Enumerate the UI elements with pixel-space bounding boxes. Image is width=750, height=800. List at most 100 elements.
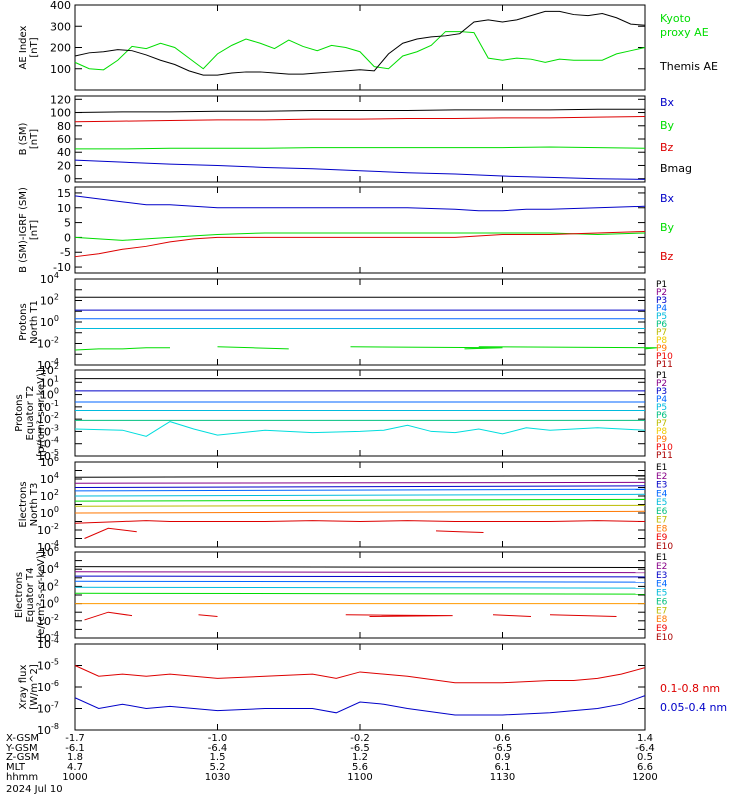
- legend-entry-P2: P2: [656, 288, 667, 298]
- series-segment-P6: [217, 346, 289, 350]
- x-row-value: 1030: [205, 772, 230, 783]
- x-row-value: 6.6: [637, 762, 653, 773]
- legend-entry-P4: P4: [656, 395, 667, 405]
- x-row-value: 4.7: [67, 762, 83, 773]
- y-axis-label-bsm: B (SM)[nT]: [18, 122, 40, 155]
- legend-entry-By: By: [660, 221, 675, 234]
- panel-frame-ee: [74, 551, 646, 639]
- y-tick-label: 10-2: [37, 522, 59, 537]
- y-tick-label: 0: [64, 173, 71, 186]
- y-tick-label: 0: [64, 231, 71, 244]
- legend-entry-E5: E5: [656, 589, 667, 599]
- series-line-E4: [74, 488, 646, 492]
- series-line-0.05-0.4 nm: [74, 695, 646, 716]
- legend-entry-E4: E4: [656, 580, 668, 590]
- x-row-label-X-GSM: X-GSM: [6, 733, 39, 744]
- panel-frame-xray: [74, 643, 646, 731]
- series-line-E3: [74, 575, 646, 578]
- y-tick-label: 120: [50, 93, 71, 106]
- series-line-Bmag: [74, 108, 645, 114]
- y-tick-label: 60: [57, 133, 71, 146]
- panel-frame-bsm: [74, 95, 646, 183]
- y-tick-label: 104: [40, 471, 59, 486]
- series-segment-E9: [492, 614, 532, 617]
- y-tick-label: -5: [60, 246, 71, 259]
- panel-frame-en: [74, 461, 646, 548]
- x-row-value: -6.4: [208, 743, 228, 754]
- x-row-value: 1.4: [637, 733, 653, 744]
- legend-entry-P2: P2: [656, 379, 667, 389]
- series-segment-E9: [198, 614, 218, 617]
- series-line-P6: [74, 347, 170, 351]
- y-axis-label-pe: ProtonsEquator T2[p/(cm²-s-sr-keV)]: [14, 369, 47, 457]
- x-row-value: -6.5: [493, 743, 513, 754]
- legend-entry-E3: E3: [656, 481, 667, 491]
- series-segment-E10: [435, 530, 484, 534]
- y-tick-label: 100: [40, 314, 59, 329]
- legend-entry-P3: P3: [656, 296, 667, 306]
- x-row-value: -6.1: [65, 743, 85, 754]
- y-tick-label: 80: [57, 120, 71, 133]
- y-tick-label: 100: [50, 63, 71, 76]
- y-tick-label: 10-6: [37, 679, 59, 694]
- x-row-value: 1.2: [352, 752, 368, 763]
- legend-entry-P10: P10: [656, 352, 673, 362]
- series-line-Bz: [74, 230, 646, 258]
- series-line-E2: [74, 481, 646, 484]
- y-tick-label: 200: [50, 42, 71, 55]
- y-axis-label-ae: AE Index[nT]: [18, 25, 40, 69]
- y-axis-label-pn: ProtonsNorth T1: [18, 300, 40, 344]
- legend-entry-E6: E6: [656, 507, 668, 517]
- legend-entry-E8: E8: [656, 615, 668, 625]
- series-line-E5: [74, 586, 646, 589]
- legend-entry-P10: P10: [656, 443, 673, 453]
- legend-entry-Kyoto-proxy-AE: proxy AE: [660, 26, 709, 39]
- legend-entry-Themis-AE: Themis AE: [659, 60, 718, 73]
- y-tick-label: 100: [50, 107, 71, 120]
- y-axis-label-en: ElectronsNorth T3: [18, 481, 40, 527]
- legend-entry-P7: P7: [656, 328, 667, 338]
- y-tick-label: 15: [57, 187, 71, 200]
- legend-entry-Bz: Bz: [660, 250, 674, 263]
- series-segment-P6: [478, 346, 657, 350]
- series-line-E1: [74, 475, 646, 478]
- legend-entry-E2: E2: [656, 562, 667, 572]
- series-line-E5: [74, 493, 646, 497]
- legend-entry-Bx: Bx: [660, 192, 675, 205]
- legend-entry-P11: P11: [656, 451, 673, 461]
- panel-frame-pe: [74, 369, 646, 457]
- series-segment-P6: [350, 346, 503, 350]
- legend-entry-E7: E7: [656, 606, 667, 616]
- legend-entry-P5: P5: [656, 312, 667, 322]
- legend-entry-P1: P1: [656, 371, 667, 381]
- legend-entry-E9: E9: [656, 624, 668, 634]
- y-axis-label-bigrf: B (SM)-IGRF (SM)[nT]: [18, 187, 40, 273]
- y-tick-label: 20: [57, 159, 71, 172]
- y-axis-label-ee: ElectronsEquator T4[e/(cm²-s-sr-keV)]: [14, 551, 47, 639]
- legend-entry-E6: E6: [656, 597, 668, 607]
- x-row-value: 5.2: [210, 762, 226, 773]
- y-tick-label: 102: [40, 488, 59, 503]
- legend-entry-P6: P6: [656, 320, 667, 330]
- y-tick-label: 400: [50, 0, 71, 12]
- panel-frame-ae: [74, 4, 646, 91]
- legend-entry-Bx: Bx: [660, 96, 675, 109]
- legend-entry-P9: P9: [656, 344, 667, 354]
- legend-entry-E2: E2: [656, 472, 667, 482]
- legend-entry-P4: P4: [656, 304, 667, 314]
- legend-entry-P9: P9: [656, 435, 667, 445]
- x-row-value: 1.5: [210, 752, 226, 763]
- legend-entry-P7: P7: [656, 419, 667, 429]
- series-segment-E9: [345, 614, 453, 617]
- series-line-Bx: [74, 159, 646, 180]
- series-line-Bx: [74, 195, 646, 212]
- series-line-E1: [74, 566, 646, 568]
- legend-entry-P6: P6: [656, 411, 667, 421]
- legend-entry-E1: E1: [656, 553, 667, 563]
- series-line-By: [74, 232, 646, 241]
- series-line-Themis AE: [74, 10, 646, 76]
- x-row-value: -6.4: [635, 743, 655, 754]
- y-tick-label: 100: [40, 505, 59, 520]
- legend-entry-0.05-0.4-nm: 0.05-0.4 nm: [660, 701, 727, 714]
